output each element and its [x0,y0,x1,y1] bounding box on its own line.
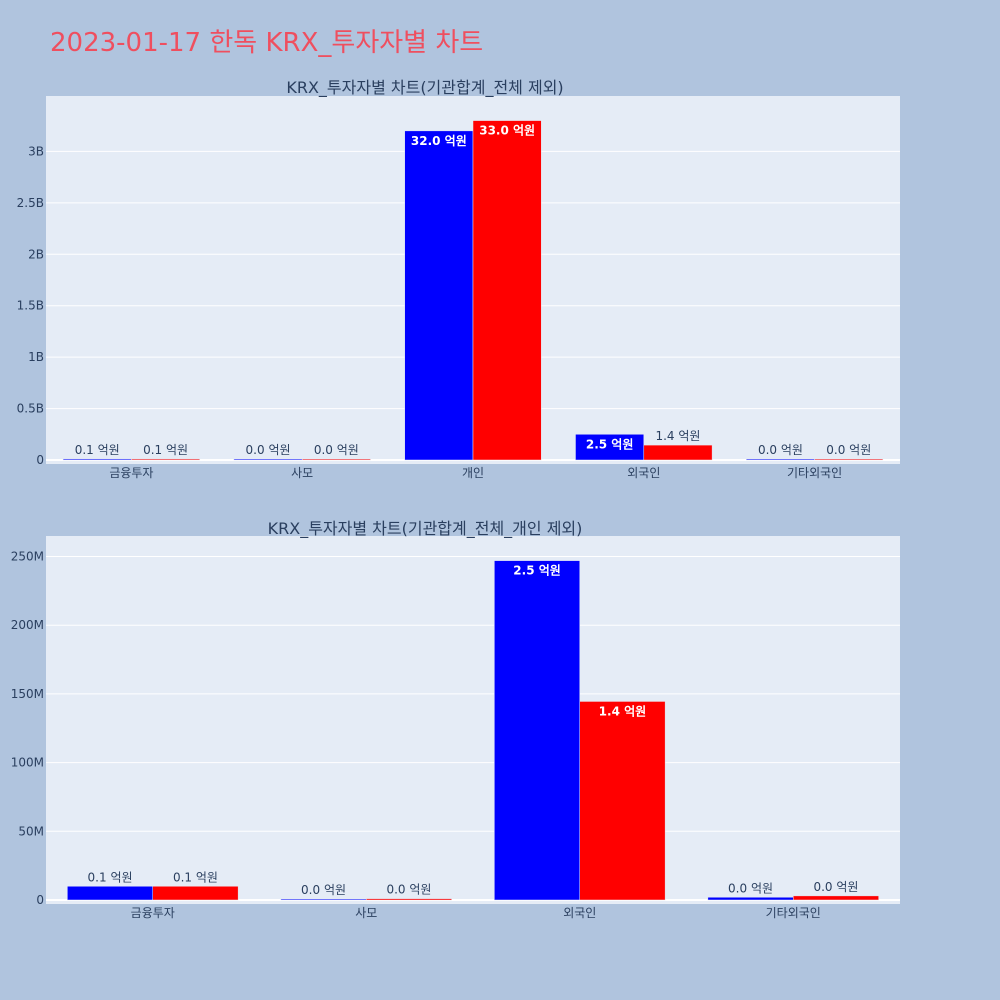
chart-title: KRX_투자자별 차트(기관합계_전체_개인 제외) [268,519,583,539]
data-label: 0.0 억원 [728,881,773,895]
bar-series-b [793,895,879,901]
y-tick-label: 0 [36,893,44,907]
data-label: 0.0 억원 [826,443,871,457]
x-tick-label: 사모 [291,466,313,480]
bar-series-b [814,458,884,461]
x-tick-label: 금융투자 [131,906,175,920]
bar-series-a [280,898,367,901]
plot-area [46,536,900,904]
bar-series-b [366,898,452,901]
data-label: 0.0 억원 [246,443,291,457]
bar-series-a [494,560,581,901]
y-tick-label: 1.5B [17,299,44,313]
data-label: 2.5 억원 [586,437,634,451]
x-tick-label: 기타외국인 [766,906,821,920]
data-label: 2.5 억원 [513,564,561,578]
bar-series-a [746,458,815,461]
bar-series-a [575,434,645,461]
data-label: 0.1 억원 [173,870,218,884]
data-label: 0.1 억원 [75,443,120,457]
x-tick-label: 개인 [462,466,484,480]
data-label: 0.1 억원 [143,443,188,457]
data-label: 0.0 억원 [314,443,359,457]
data-label: 33.0 억원 [479,124,535,138]
data-label: 1.4 억원 [599,704,647,718]
bar-series-b [643,444,713,461]
x-tick-label: 기타외국인 [787,466,842,480]
data-label: 0.1 억원 [88,870,133,884]
data-label: 0.0 억원 [813,880,858,894]
bar-series-a [62,458,132,461]
x-tick-label: 외국인 [563,906,596,920]
bar-series-a [67,886,153,901]
bar-series-b [301,458,371,461]
data-label: 0.0 억원 [301,883,346,897]
bar-series-a [404,130,474,461]
x-tick-label: 사모 [355,906,377,920]
page-title: 2023-01-17 한독 KRX_투자자별 차트 [50,28,484,58]
y-tick-label: 2B [28,247,44,261]
y-tick-label: 250M [11,549,44,563]
y-tick-label: 100M [11,756,44,770]
chart-title: KRX_투자자별 차트(기관합계_전체 제외) [286,78,563,98]
y-tick-label: 1B [28,350,44,364]
data-label: 32.0 억원 [411,134,467,148]
y-tick-label: 0 [36,453,44,467]
data-label: 1.4 억원 [655,429,700,443]
data-label: 0.0 억원 [758,443,803,457]
bar-series-b [152,886,239,901]
y-tick-label: 0.5B [17,402,44,416]
bar-series-a [233,458,303,461]
x-tick-label: 외국인 [627,466,660,480]
bar-series-b [131,458,200,461]
x-tick-label: 금융투자 [109,466,153,480]
y-tick-label: 150M [11,687,44,701]
bar-series-a [707,897,794,901]
data-label: 0.0 억원 [386,883,431,897]
bar-series-b [579,701,666,901]
y-tick-label: 50M [18,824,44,838]
y-tick-label: 2.5B [17,196,44,210]
bar-series-b [472,120,542,461]
y-tick-label: 3B [28,144,44,158]
y-tick-label: 200M [11,618,44,632]
